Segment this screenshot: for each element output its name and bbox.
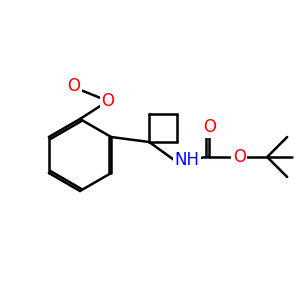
Text: O: O <box>233 148 246 166</box>
Text: O: O <box>68 77 80 95</box>
Text: O: O <box>101 92 115 110</box>
Text: O: O <box>203 118 216 136</box>
Text: NH: NH <box>174 151 199 169</box>
